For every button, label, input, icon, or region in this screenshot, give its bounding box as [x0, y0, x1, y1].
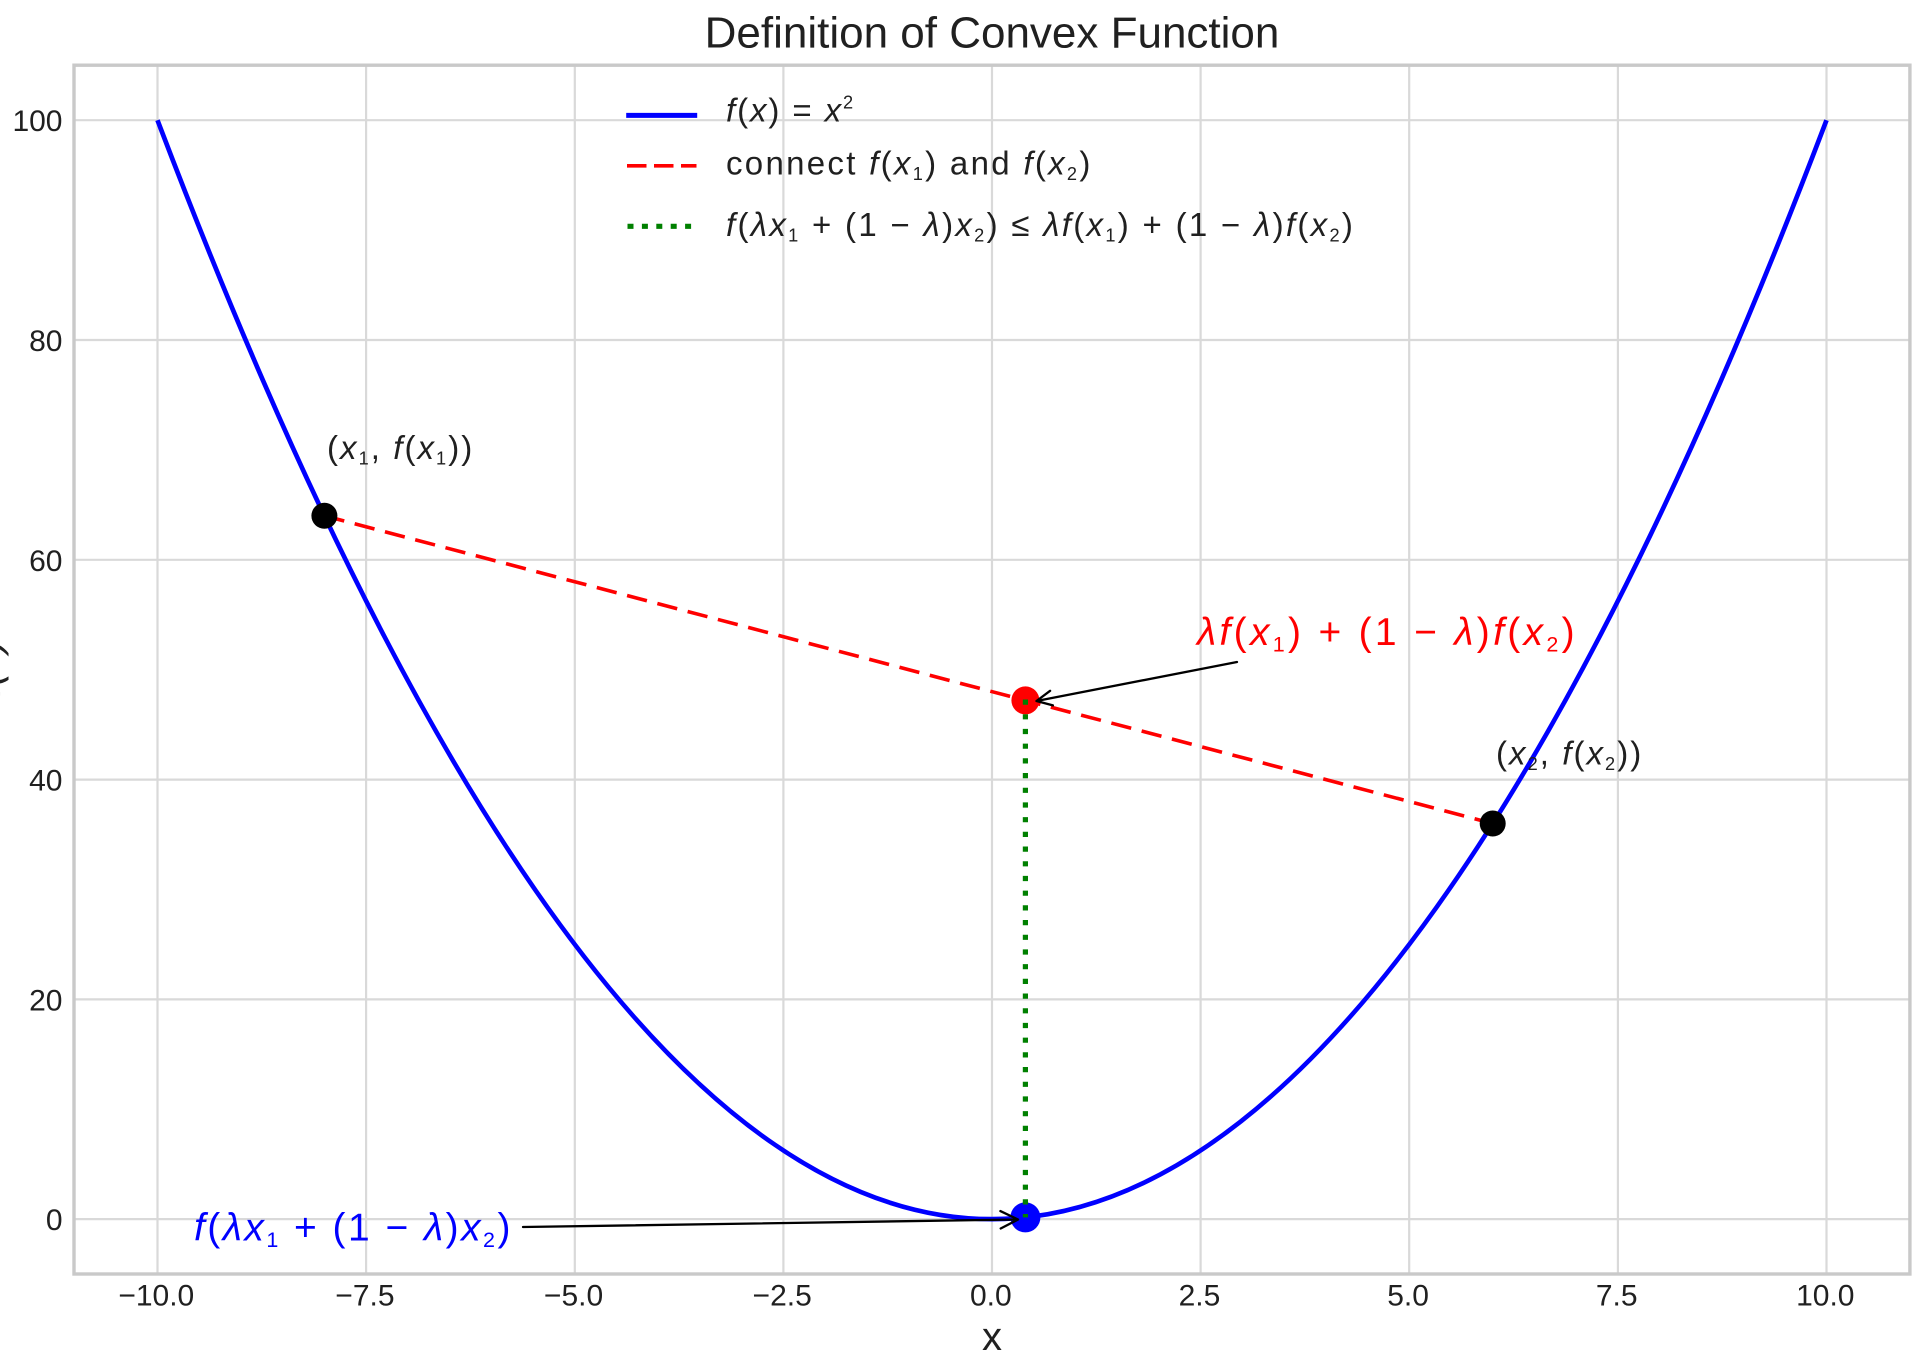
svg-text:100: 100 — [12, 105, 62, 138]
svg-text:0.0: 0.0 — [970, 1280, 1012, 1313]
svg-text:0: 0 — [46, 1204, 63, 1237]
svg-text:connect f(x1​) and f(x2​): connect f(x1​) and f(x2​) — [726, 145, 1093, 185]
svg-text:f(λx1​ + (1 − λ)x2​) ≤ λf(x1​): f(λx1​ + (1 − λ)x2​) ≤ λf(x1​) + (1 − λ)… — [726, 206, 1355, 246]
svg-text:Definition of Convex Function: Definition of Convex Function — [705, 9, 1280, 58]
svg-text:−7.5: −7.5 — [335, 1280, 394, 1313]
svg-text:x: x — [982, 1315, 1002, 1359]
svg-text:80: 80 — [29, 325, 62, 358]
svg-text:(x1​, f(x1​)): (x1​, f(x1​)) — [327, 429, 474, 469]
svg-text:40: 40 — [29, 765, 62, 798]
svg-text:2.5: 2.5 — [1179, 1280, 1221, 1313]
svg-text:7.5: 7.5 — [1596, 1280, 1638, 1313]
svg-text:60: 60 — [29, 545, 62, 578]
svg-text:λf(x1​) + (1 − λ)f(x2​): λf(x1​) + (1 − λ)f(x2​) — [1195, 611, 1578, 657]
svg-text:f(λx1​ + (1 − λ)x2​): f(λx1​ + (1 − λ)x2​) — [194, 1207, 513, 1253]
svg-text:−10.0: −10.0 — [118, 1280, 194, 1313]
svg-text:20: 20 — [29, 984, 62, 1017]
svg-text:−5.0: −5.0 — [544, 1280, 603, 1313]
svg-text:10.0: 10.0 — [1796, 1280, 1854, 1313]
svg-text:5.0: 5.0 — [1387, 1280, 1429, 1313]
svg-text:f(x): f(x) — [0, 639, 9, 697]
svg-text:f(x) = x2​: f(x) = x2​ — [726, 92, 855, 129]
svg-text:(x2​, f(x2​)): (x2​, f(x2​)) — [1496, 735, 1643, 775]
svg-text:−2.5: −2.5 — [753, 1280, 812, 1313]
